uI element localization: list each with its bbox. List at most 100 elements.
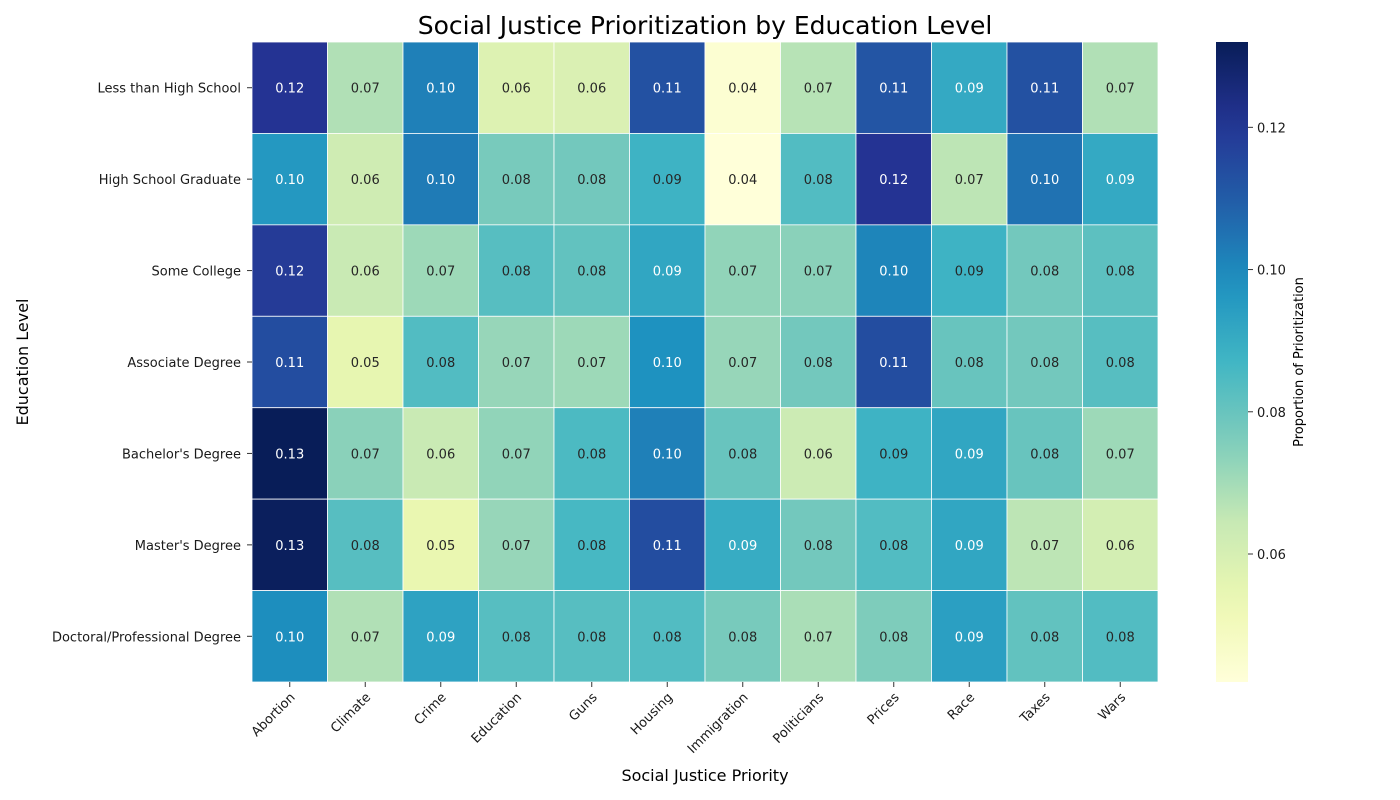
cell-value-label: 0.07 (426, 265, 455, 280)
x-tick-label: Climate (328, 690, 374, 736)
heatmap-cell (1082, 590, 1159, 683)
heatmap-cell (780, 498, 857, 591)
y-tick-label: Some College (151, 265, 241, 280)
cell-value-label: 0.08 (879, 630, 908, 645)
x-tick-label: Race (945, 690, 978, 723)
heatmap-cell (780, 133, 857, 226)
cell-value-label: 0.08 (653, 630, 682, 645)
cell-value-label: 0.08 (577, 447, 606, 462)
heatmap-cell (251, 498, 328, 591)
cell-value-label: 0.07 (351, 630, 380, 645)
cell-value-label: 0.11 (653, 539, 682, 554)
heatmap-cell (931, 315, 1008, 409)
cell-value-label: 0.07 (1030, 539, 1059, 554)
cell-value-label: 0.08 (804, 173, 833, 188)
cell-value-label: 0.08 (879, 539, 908, 554)
heatmap-cell (327, 315, 404, 409)
cell-value-label: 0.07 (577, 356, 606, 371)
cell-value-label: 0.08 (1030, 447, 1059, 462)
x-tick-label: Guns (566, 690, 600, 724)
heatmap-cell (855, 407, 932, 500)
cell-value-label: 0.11 (653, 82, 682, 97)
cell-value-label: 0.10 (426, 173, 455, 188)
cell-value-label: 0.07 (502, 539, 531, 554)
heatmap-cell (251, 590, 328, 683)
cell-value-label: 0.09 (955, 447, 984, 462)
x-tick-label: Immigration (685, 690, 752, 757)
heatmap-cell (478, 590, 555, 683)
cell-value-label: 0.10 (426, 82, 455, 97)
y-tick-label: Less than High School (97, 82, 241, 97)
heatmap-cell (704, 590, 781, 683)
heatmap-cell (629, 407, 706, 500)
heatmap-cell (402, 407, 479, 500)
heatmap-cell (478, 224, 555, 317)
cell-value-label: 0.07 (804, 630, 833, 645)
heatmap-cell (327, 407, 404, 500)
heatmap-cell (855, 133, 932, 226)
y-tick-label: Associate Degree (127, 356, 241, 371)
cell-value-label: 0.07 (502, 356, 531, 371)
cell-value-label: 0.09 (426, 630, 455, 645)
heatmap-cell (251, 133, 328, 226)
heatmap-cell (629, 41, 706, 134)
y-axis-label: Education Level (13, 299, 32, 426)
cell-value-label: 0.09 (955, 539, 984, 554)
cell-value-label: 0.04 (728, 82, 757, 97)
heatmap-cell (780, 41, 857, 134)
cell-value-label: 0.07 (728, 356, 757, 371)
cell-value-label: 0.09 (653, 173, 682, 188)
heatmap-cell (553, 41, 630, 134)
cell-value-label: 0.10 (1030, 173, 1059, 188)
heatmap-cell (402, 133, 479, 226)
cell-value-label: 0.08 (577, 265, 606, 280)
heatmap-cell (1006, 224, 1083, 317)
cell-value-label: 0.07 (804, 265, 833, 280)
heatmap-cell (704, 407, 781, 500)
x-tick-label: Education (469, 690, 525, 746)
cell-value-label: 0.11 (879, 356, 908, 371)
heatmap-cell (327, 590, 404, 683)
heatmap-cell (855, 590, 932, 683)
heatmap-cell (1006, 590, 1083, 683)
cell-value-label: 0.10 (275, 630, 304, 645)
colorbar-tick-label: 0.12 (1257, 121, 1286, 136)
colorbar-gradient (1216, 42, 1248, 682)
heatmap-cells: 0.12 0.07 0.10 0.06 0.06 0.11 0.04 0.07 0.11 0.09… (251, 41, 1159, 683)
cell-value-label: 0.06 (351, 173, 380, 188)
heatmap-cell (855, 498, 932, 591)
cell-value-label: 0.09 (955, 265, 984, 280)
cell-value-label: 0.05 (426, 539, 455, 554)
colorbar-tick-label: 0.10 (1257, 264, 1286, 279)
cell-value-label: 0.08 (502, 265, 531, 280)
heatmap-cell (402, 41, 479, 134)
heatmap-cell (629, 590, 706, 683)
colorbar-tick-label: 0.06 (1257, 548, 1286, 563)
heatmap-cell (553, 224, 630, 317)
heatmap-cell (327, 41, 404, 134)
heatmap-cell (402, 315, 479, 409)
heatmap-cell (704, 315, 781, 409)
heatmap-cell (478, 498, 555, 591)
heatmap-cell (327, 133, 404, 226)
heatmap-cell (931, 498, 1008, 591)
cell-value-label: 0.07 (1106, 82, 1135, 97)
cell-value-label: 0.07 (955, 173, 984, 188)
x-tick-label: Politicians (771, 690, 828, 747)
y-tick-label: Master's Degree (135, 539, 241, 554)
cell-value-label: 0.10 (653, 447, 682, 462)
x-tick-label: Crime (412, 690, 450, 728)
cell-value-label: 0.08 (1106, 630, 1135, 645)
heatmap-cell (553, 590, 630, 683)
x-axis-label: Social Justice Priority (621, 766, 788, 785)
cell-value-label: 0.07 (502, 447, 531, 462)
heatmap-cell (251, 41, 328, 134)
heatmap-cell (931, 590, 1008, 683)
heatmap-cell (704, 224, 781, 317)
heatmap-cell (704, 133, 781, 226)
x-tick-label: Housing (628, 690, 676, 738)
heatmap-cell (704, 498, 781, 591)
cell-value-label: 0.06 (804, 447, 833, 462)
cell-value-label: 0.07 (351, 447, 380, 462)
cell-value-label: 0.13 (275, 447, 304, 462)
